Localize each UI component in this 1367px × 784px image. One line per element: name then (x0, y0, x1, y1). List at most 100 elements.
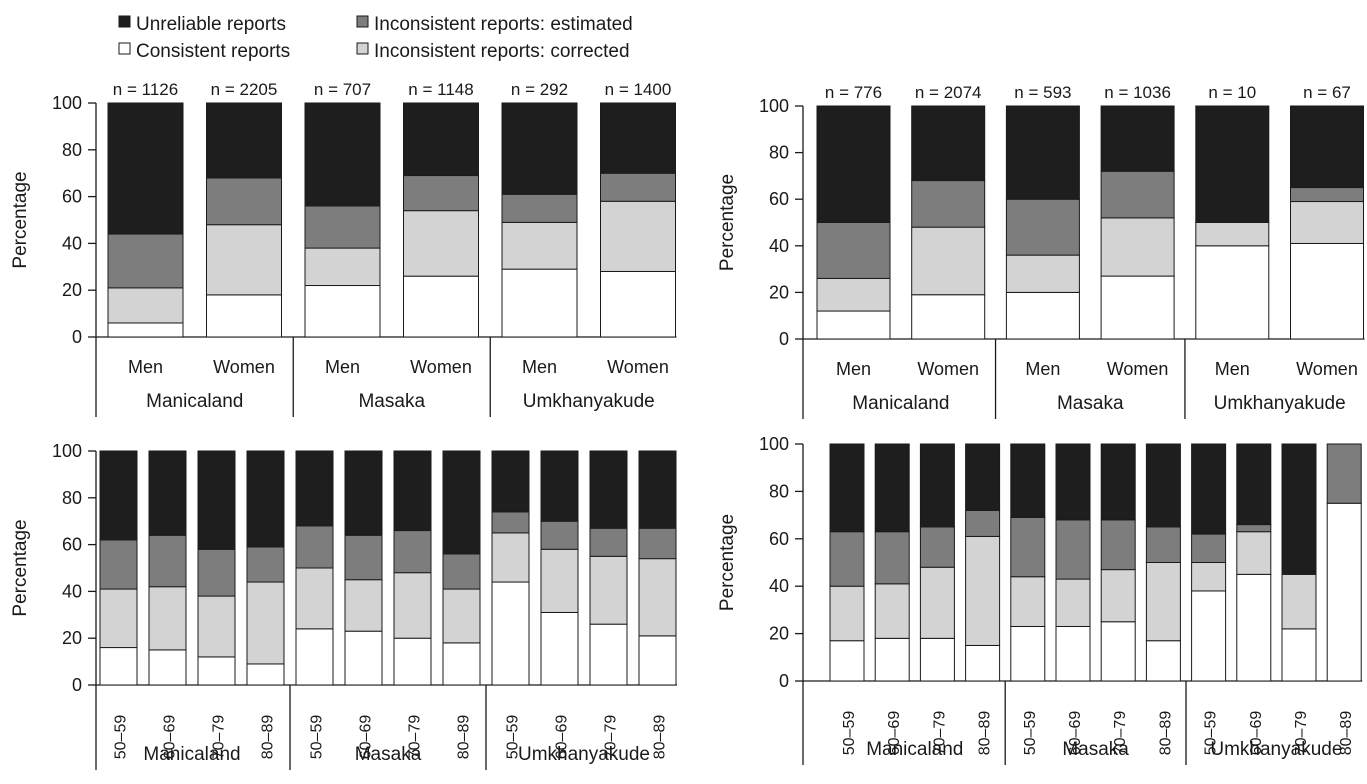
site-label-manicaland: Manicaland (143, 744, 240, 765)
sample-size-label: n = 292 (511, 80, 568, 99)
x-tick-label: 80–89 (652, 715, 669, 760)
y-tick-label: 40 (769, 576, 789, 596)
bar-segment-consistent-reports (829, 640, 865, 682)
site-label-masaka: Masaka (355, 744, 422, 765)
chart-panel-top-right: 0 20 40 60 80 100 Percentage Men n = 776 Women n =… (717, 83, 1365, 419)
bar-segment-inconsistent-reports-corrected (1290, 201, 1364, 244)
bar-segment-unreliable-reports (344, 450, 383, 536)
bar-segment-unreliable-reports (1010, 443, 1046, 518)
bar-segment-consistent-reports (1145, 640, 1181, 682)
bar-segment-inconsistent-reports-estimated (1055, 519, 1091, 580)
bar-segment-consistent-reports (246, 663, 285, 686)
y-tick-label: 20 (62, 280, 82, 300)
y-axis-label: Percentage (717, 514, 738, 611)
sample-size-label: n = 2205 (211, 80, 278, 99)
x-tick-label: Men (325, 357, 360, 377)
bar-segment-unreliable-reports (638, 450, 677, 529)
bar-segment-unreliable-reports (107, 102, 184, 235)
bar-segment-inconsistent-reports-corrected (1010, 576, 1046, 627)
bar-segment-consistent-reports (911, 294, 986, 340)
bar-segment-inconsistent-reports-estimated (600, 172, 676, 202)
x-tick-label: 50–59 (1203, 711, 1220, 756)
bar-segment-unreliable-reports (148, 450, 187, 536)
y-tick-label: 40 (769, 236, 789, 256)
bar-segment-inconsistent-reports-estimated (638, 527, 677, 560)
legend-label-unreliable: Unreliable reports (136, 14, 286, 35)
sample-size-label: n = 593 (1014, 83, 1071, 102)
y-tick-label: 100 (759, 434, 789, 454)
bar-segment-consistent-reports (206, 294, 282, 338)
chart-panel-top-left: 0 20 40 60 80 100 Percentage Men n = 1126 Women n … (10, 80, 677, 417)
bar-segment-inconsistent-reports-corrected (501, 221, 578, 270)
bar-segment-inconsistent-reports-corrected (246, 581, 285, 665)
bar-segment-consistent-reports (1195, 245, 1270, 340)
bar-segment-inconsistent-reports-estimated (442, 553, 481, 590)
bar-segment-consistent-reports (197, 656, 236, 686)
legend-swatch-corrected (356, 42, 369, 55)
bar-segment-consistent-reports (874, 637, 910, 682)
bar-segment-inconsistent-reports-corrected (1100, 569, 1136, 623)
bar-segment-consistent-reports (816, 310, 891, 340)
bar-segment-unreliable-reports (589, 450, 628, 529)
sample-size-label: n = 1148 (408, 80, 473, 99)
x-tick-label: Men (1215, 359, 1250, 379)
bar-segment-unreliable-reports (442, 450, 481, 555)
bar-segment-inconsistent-reports-estimated (344, 534, 383, 581)
y-axis-label: Percentage (10, 519, 31, 616)
x-tick-label: Women (213, 357, 275, 377)
bar-segment-consistent-reports (1191, 590, 1227, 682)
y-axis-label: Percentage (717, 174, 738, 271)
bar-segment-unreliable-reports (829, 443, 865, 533)
legend: Unreliable reports Inconsistent reports:… (118, 14, 633, 62)
bar-segment-inconsistent-reports-corrected (540, 548, 579, 613)
x-tick-label: 60–69 (358, 715, 375, 760)
bar-segment-inconsistent-reports-corrected (403, 210, 479, 277)
bar-segment-inconsistent-reports-corrected (206, 224, 282, 296)
bar-segment-consistent-reports (295, 628, 334, 686)
bar-segment-inconsistent-reports-corrected (911, 226, 986, 296)
bar-segment-consistent-reports (403, 275, 479, 338)
sample-size-label: n = 1126 (113, 80, 178, 99)
bar-segment-unreliable-reports (403, 102, 479, 177)
bar-segment-inconsistent-reports-corrected (304, 247, 381, 287)
y-tick-label: 40 (62, 233, 82, 253)
bar-segment-inconsistent-reports-corrected (1195, 222, 1270, 247)
sample-size-label: n = 10 (1208, 83, 1256, 102)
bar-segment-unreliable-reports (197, 450, 236, 550)
bar-segment-inconsistent-reports-corrected (965, 535, 1001, 646)
x-tick-label: Women (1296, 359, 1358, 379)
bar-segment-unreliable-reports (1281, 443, 1317, 575)
bar-segment-inconsistent-reports-corrected (491, 532, 530, 583)
x-tick-label: 70–79 (1293, 711, 1310, 756)
x-tick-label: 80–89 (260, 715, 277, 760)
x-tick-label: 50–59 (841, 711, 858, 756)
bar-segment-unreliable-reports (874, 443, 910, 533)
y-tick-label: 80 (62, 140, 82, 160)
x-tick-label: 70–79 (603, 715, 620, 760)
bar-segment-inconsistent-reports-corrected (197, 595, 236, 658)
y-tick-label: 60 (62, 187, 82, 207)
x-tick-label: Men (1025, 359, 1060, 379)
bar-segment-inconsistent-reports-estimated (589, 527, 628, 557)
bar-segment-consistent-reports (1100, 621, 1136, 682)
y-tick-label: 60 (769, 529, 789, 549)
bar-segment-unreliable-reports (1100, 105, 1175, 172)
y-tick-label: 100 (759, 96, 789, 116)
legend-swatch-consistent (118, 42, 131, 55)
site-label-masaka: Masaka (1057, 393, 1124, 414)
bar-segment-inconsistent-reports-corrected (107, 287, 184, 324)
bar-segment-inconsistent-reports-estimated (816, 222, 891, 279)
y-tick-label: 80 (62, 488, 82, 508)
bar-segment-unreliable-reports (1100, 443, 1136, 521)
bar-segment-unreliable-reports (246, 450, 285, 548)
bar-segment-inconsistent-reports-estimated (1145, 526, 1181, 564)
bar-segment-inconsistent-reports-estimated (1290, 187, 1364, 203)
x-tick-label: 80–89 (1338, 711, 1355, 756)
y-tick-label: 60 (769, 189, 789, 209)
bar-segment-unreliable-reports (1236, 443, 1272, 526)
bar-segment-unreliable-reports (1195, 105, 1270, 223)
y-tick-label: 0 (779, 329, 789, 349)
chart-panel-bottom-right: 0 20 40 60 80 100 Percentage 50–59 60–69 70–79 80–… (717, 434, 1363, 765)
y-tick-label: 20 (62, 628, 82, 648)
